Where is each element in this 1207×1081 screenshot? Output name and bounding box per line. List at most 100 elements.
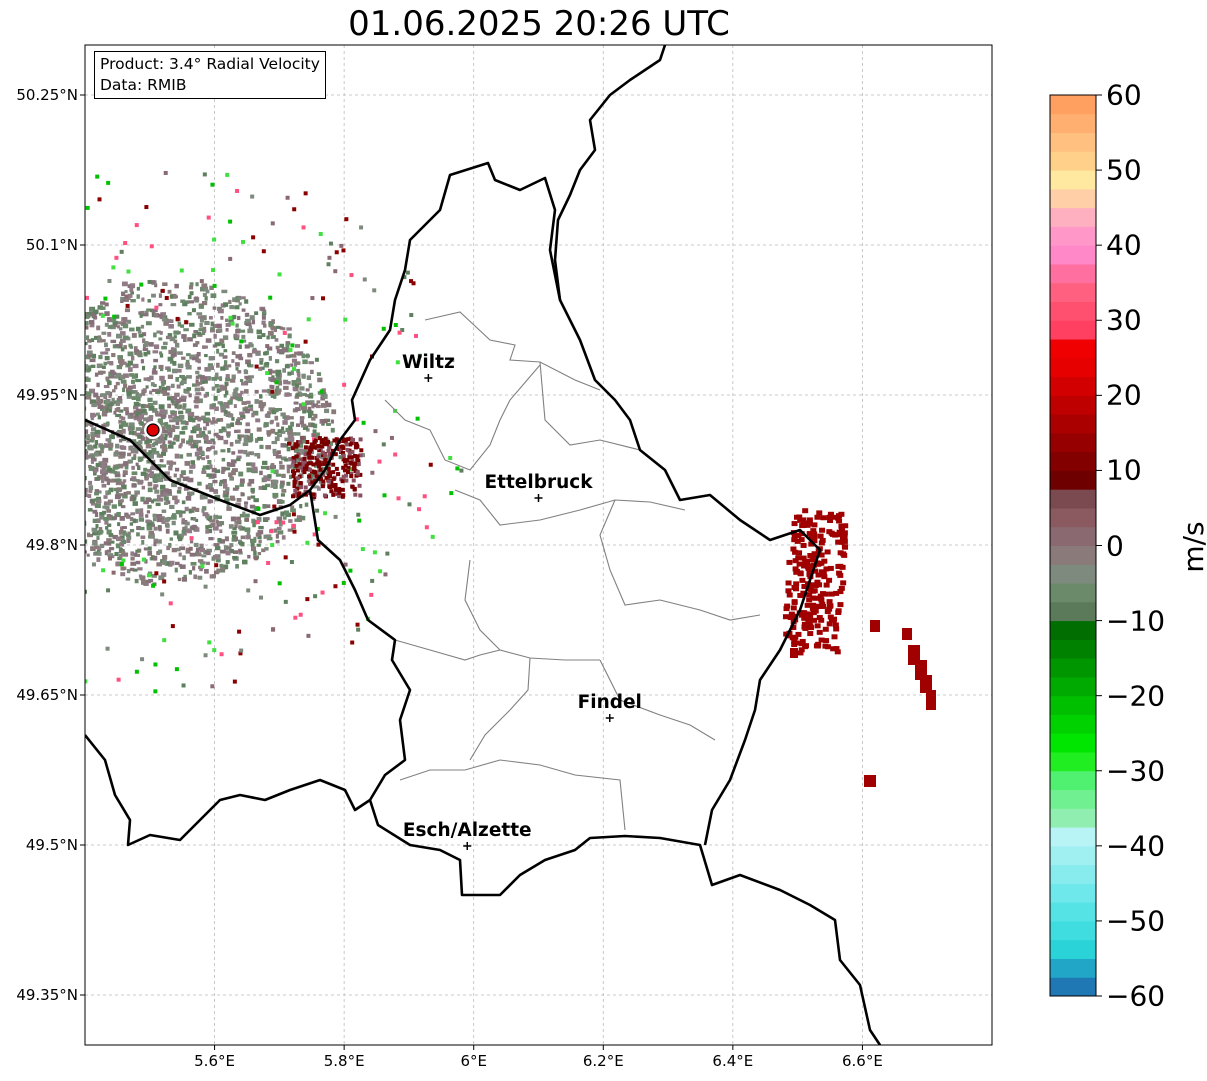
colorbar-tick-label: 10 — [1106, 453, 1142, 487]
colorbar-segment — [1050, 263, 1096, 284]
product-info-box: Product: 3.4° Radial Velocity Data: RMIB — [94, 51, 326, 99]
gridlines — [85, 45, 992, 1045]
national-borders — [85, 45, 882, 1045]
lon-tick-label: 5.8°E — [323, 1052, 365, 1070]
canton-border — [394, 639, 501, 661]
colorbar-segment — [1050, 864, 1096, 884]
lon-tick-label: 5.6°E — [194, 1052, 235, 1070]
canton-border — [399, 759, 626, 831]
city-label: Wiltz — [402, 352, 455, 373]
colorbar-segment — [1050, 883, 1096, 903]
colorbar-tick-label: −30 — [1106, 754, 1166, 788]
lon-tick-label: 6.2°E — [582, 1052, 624, 1070]
map-title: 01.06.2025 20:26 UTC — [348, 4, 730, 44]
canton-border — [464, 559, 600, 661]
colorbar-segment — [1050, 939, 1096, 959]
colorbar-segment — [1050, 733, 1096, 753]
colorbar-segment — [1050, 489, 1096, 509]
colorbar-segment — [1050, 470, 1096, 490]
city-label: Esch/Alzette — [402, 820, 532, 841]
colorbar-segment — [1050, 507, 1096, 528]
colorbar-segment — [1050, 376, 1096, 396]
country-border — [308, 489, 882, 1045]
lon-tick-label: 6°E — [460, 1052, 487, 1070]
city-label: Findel — [577, 692, 642, 713]
lat-tick-label: 49.95°N — [16, 386, 78, 404]
colorbar-segment — [1050, 789, 1096, 809]
canton-border — [599, 499, 761, 621]
colorbar-segment — [1050, 808, 1096, 828]
colorbar-segment — [1050, 170, 1096, 190]
colorbar-segment — [1050, 414, 1096, 434]
colorbar-segment — [1050, 395, 1096, 415]
lon-tick-label: 6.6°E — [842, 1052, 883, 1070]
colorbar-segment — [1050, 357, 1096, 378]
colorbar-segment — [1050, 432, 1096, 453]
colorbar-segment — [1050, 282, 1096, 302]
canton-border — [454, 489, 686, 526]
colorbar-tick-label: 50 — [1106, 153, 1142, 187]
colorbar-segment — [1050, 601, 1096, 622]
colorbar-segment — [1050, 751, 1096, 772]
colorbar-segment — [1050, 583, 1096, 603]
canton-border — [599, 659, 716, 741]
lat-tick-label: 49.5°N — [25, 836, 78, 854]
colorbar-segment — [1050, 95, 1096, 115]
colorbar-tick-label: 30 — [1106, 303, 1142, 337]
colorbar-segment — [1050, 564, 1096, 584]
colorbar-segment — [1050, 526, 1096, 546]
colorbar-segment — [1050, 320, 1096, 340]
colorbar-segment — [1050, 639, 1096, 659]
colorbar-segment — [1050, 132, 1096, 152]
colorbar — [1049, 94, 1102, 997]
lat-tick-label: 50.25°N — [16, 86, 78, 104]
canton-border — [424, 311, 601, 391]
canton-borders — [384, 311, 761, 831]
colorbar-segment — [1050, 958, 1096, 978]
colorbar-segment — [1050, 245, 1096, 265]
colorbar-segment — [1050, 339, 1096, 359]
colorbar-segment — [1050, 207, 1096, 227]
radar-echoes — [85, 170, 464, 694]
colorbar-segment — [1050, 770, 1096, 791]
city-label: Ettelbruck — [484, 472, 593, 493]
colorbar-segment — [1050, 658, 1096, 678]
country-border — [85, 418, 311, 517]
colorbar-segment — [1050, 188, 1096, 209]
colorbar-unit-label: m/s — [1177, 521, 1207, 573]
colorbar-segment — [1050, 545, 1096, 565]
colorbar-segment — [1050, 620, 1096, 640]
product-label: Product: 3.4° Radial Velocity — [100, 55, 320, 73]
colorbar-segment — [1050, 845, 1096, 866]
country-border — [85, 734, 371, 847]
colorbar-segment — [1050, 151, 1096, 171]
storm-cell-east — [782, 508, 936, 787]
colorbar-tick-label: 0 — [1106, 529, 1124, 562]
colorbar-segment — [1050, 676, 1096, 697]
colorbar-segment — [1050, 113, 1096, 134]
colorbar-segment — [1050, 301, 1096, 321]
colorbar-tick-label: −40 — [1106, 829, 1166, 863]
country-border — [553, 45, 667, 301]
colorbar-tick-label: −50 — [1106, 904, 1166, 938]
lat-tick-label: 49.8°N — [25, 536, 78, 554]
lat-tick-label: 49.65°N — [16, 686, 78, 704]
colorbar-tick-label: 20 — [1106, 378, 1142, 412]
colorbar-segment — [1050, 977, 1096, 997]
canton-border — [469, 657, 531, 761]
colorbar-segment — [1050, 827, 1096, 847]
lat-tick-label: 50.1°N — [25, 236, 78, 254]
lat-tick-label: 49.35°N — [16, 986, 78, 1004]
colorbar-tick-label: −20 — [1106, 679, 1166, 713]
colorbar-segment — [1050, 902, 1096, 922]
plot-area — [85, 45, 992, 1045]
lon-tick-label: 6.4°E — [712, 1052, 754, 1070]
colorbar-tick-label: −10 — [1106, 604, 1166, 638]
colorbar-tick-label: 40 — [1106, 228, 1142, 262]
colorbar-segment — [1050, 714, 1096, 734]
colorbar-segment — [1050, 920, 1096, 941]
colorbar-segment — [1050, 226, 1096, 246]
data-source-label: Data: RMIB — [100, 76, 187, 94]
colorbar-tick-label: −60 — [1106, 979, 1166, 1013]
